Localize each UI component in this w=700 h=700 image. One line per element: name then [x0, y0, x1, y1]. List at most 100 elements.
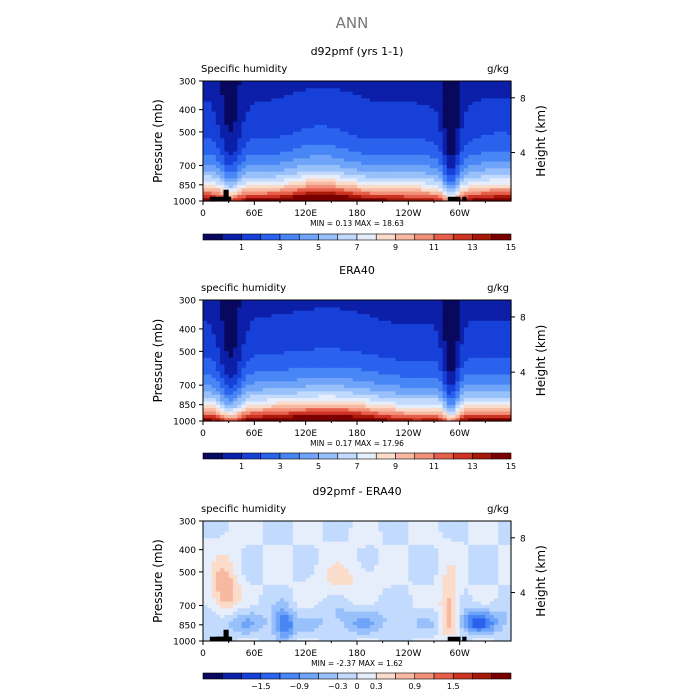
heat-cell — [215, 81, 221, 85]
heat-cell — [203, 187, 208, 192]
y-tick-label: 300 — [179, 78, 196, 88]
heat-cell — [211, 387, 217, 392]
heat-cell — [271, 336, 277, 341]
heat-cell — [322, 370, 328, 375]
heat-cell — [468, 400, 474, 405]
heat-cell — [455, 410, 461, 415]
heat-cell — [451, 377, 456, 382]
heat-cell — [228, 340, 234, 345]
heat-cell — [408, 97, 414, 102]
heat-cell — [463, 367, 469, 372]
heat-cell — [339, 184, 345, 189]
heat-cell — [421, 84, 427, 89]
heat-cell — [267, 320, 273, 325]
heat-cell — [297, 177, 302, 182]
heat-cell — [224, 357, 230, 362]
heat-cell — [318, 380, 324, 385]
heat-cell — [476, 390, 482, 395]
heat-cell — [335, 326, 341, 331]
heat-cell — [421, 124, 427, 129]
heat-cell — [241, 350, 247, 355]
heat-cell — [280, 333, 285, 338]
heat-cell — [292, 367, 298, 372]
heat-cell — [481, 131, 486, 135]
heat-cell — [275, 84, 281, 89]
heat-cell — [357, 370, 362, 375]
heat-cell — [224, 147, 230, 152]
heat-cell — [339, 124, 345, 129]
heat-cell — [395, 353, 401, 358]
heat-cell — [404, 417, 409, 422]
heat-cell — [459, 394, 465, 399]
heat-cell — [404, 157, 409, 162]
heat-cell — [262, 360, 268, 365]
heat-cell — [438, 363, 444, 368]
heat-cell — [442, 91, 448, 95]
heat-cell — [314, 390, 320, 395]
heat-cell — [245, 313, 251, 318]
heat-cell — [309, 147, 315, 152]
heat-cell — [421, 81, 427, 85]
heat-cell — [416, 194, 422, 199]
heat-cell — [425, 161, 431, 165]
heat-cell — [228, 101, 234, 105]
heat-cell — [331, 134, 337, 139]
heat-cell — [280, 350, 285, 355]
heat-cell — [493, 414, 499, 419]
heat-cell — [374, 367, 379, 372]
heat-cell — [314, 107, 320, 112]
heat-cell — [327, 400, 332, 405]
heat-cell — [348, 377, 354, 382]
heat-cell — [472, 81, 478, 85]
heat-cell — [254, 101, 260, 105]
heat-cell — [301, 367, 307, 372]
heat-cell — [412, 91, 418, 95]
heat-cell — [245, 191, 251, 195]
heat-cell — [416, 370, 422, 375]
heat-cell — [220, 147, 225, 152]
heat-cell — [275, 161, 281, 165]
heat-cell — [502, 191, 508, 195]
heat-cell — [506, 101, 512, 105]
heat-cell — [395, 181, 401, 185]
heat-cell — [292, 323, 298, 328]
heat-cell — [245, 177, 251, 182]
heat-cell — [399, 104, 405, 109]
heat-cell — [434, 370, 439, 375]
heat-cell — [361, 174, 367, 179]
heat-cell — [309, 414, 315, 419]
heat-cell — [386, 111, 392, 115]
heat-cell — [232, 117, 238, 122]
heat-cell — [421, 94, 427, 99]
heat-cell — [220, 94, 225, 99]
heat-cell — [305, 357, 311, 362]
heat-cell — [280, 107, 285, 112]
heat-cell — [446, 161, 452, 165]
heat-cell — [288, 141, 294, 145]
heat-cell — [344, 323, 350, 328]
panel-title: d92pmf (yrs 1-1) — [311, 45, 404, 58]
heat-cell — [348, 394, 354, 399]
heat-cell — [459, 397, 465, 402]
heat-cell — [498, 360, 504, 365]
heat-cell — [322, 117, 328, 122]
heat-cell — [434, 161, 439, 165]
heat-cell — [352, 394, 358, 399]
heat-cell — [262, 320, 268, 325]
heat-cell — [481, 91, 486, 95]
heat-cell — [421, 174, 427, 179]
heat-cell — [481, 380, 486, 385]
heat-cell — [232, 114, 238, 119]
heat-cell — [262, 404, 268, 409]
heat-cell — [245, 330, 251, 335]
heat-cell — [237, 114, 243, 119]
heat-cell — [374, 407, 379, 412]
heat-cell — [292, 350, 298, 355]
heat-cell — [446, 144, 452, 149]
heat-cell — [382, 164, 388, 169]
heat-cell — [207, 333, 213, 338]
heat-cell — [493, 157, 499, 162]
heat-cell — [271, 397, 277, 402]
heat-cell — [301, 91, 307, 95]
heat-cell — [429, 194, 435, 199]
